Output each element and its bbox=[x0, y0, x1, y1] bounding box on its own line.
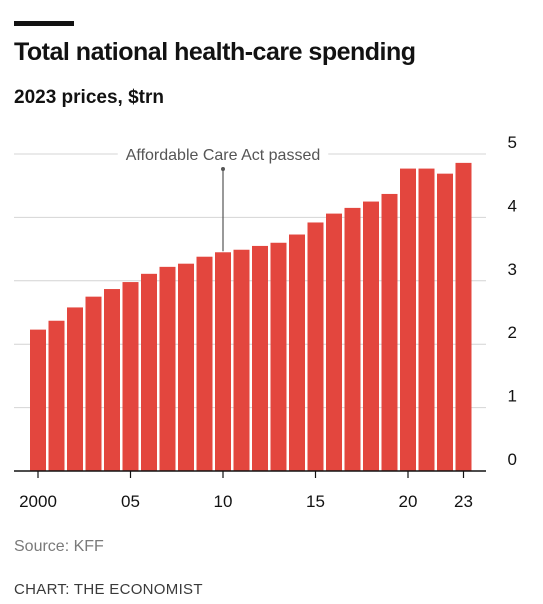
bar-2001 bbox=[48, 320, 65, 471]
x-tick-label: 05 bbox=[121, 492, 140, 511]
bar-2003 bbox=[85, 296, 102, 471]
bar-2006 bbox=[141, 273, 157, 471]
bar-2005 bbox=[122, 282, 139, 471]
bar-2002 bbox=[67, 307, 83, 471]
x-tick-label: 23 bbox=[454, 492, 473, 511]
bar-2018 bbox=[363, 201, 379, 472]
bar-2011 bbox=[233, 249, 250, 471]
top-rule bbox=[14, 21, 74, 26]
x-tick-label: 20 bbox=[399, 492, 418, 511]
bar-2023 bbox=[455, 162, 472, 471]
bar-2015 bbox=[307, 222, 324, 471]
bar-2020 bbox=[400, 168, 416, 471]
chart-credit: CHART: THE ECONOMIST bbox=[14, 581, 203, 598]
annotation-dot bbox=[221, 167, 225, 171]
source-note: Source: KFF bbox=[14, 538, 104, 555]
bar-2021 bbox=[418, 168, 435, 471]
annotation-mask bbox=[117, 152, 329, 156]
chart-title: Total national health-care spending bbox=[14, 38, 416, 66]
bar-2022 bbox=[437, 173, 453, 472]
bar-2012 bbox=[252, 245, 268, 471]
y-tick-label: 4 bbox=[508, 196, 517, 215]
x-tick-label: 10 bbox=[214, 492, 233, 511]
y-tick-label: 1 bbox=[508, 387, 517, 406]
bar-2009 bbox=[196, 256, 213, 471]
y-tick-label: 5 bbox=[508, 133, 517, 152]
bar-2014 bbox=[289, 234, 305, 471]
bar-2019 bbox=[381, 193, 398, 471]
chart-subtitle: 2023 prices, $trn bbox=[14, 87, 164, 108]
y-tick-label: 2 bbox=[508, 323, 517, 342]
y-tick-label: 0 bbox=[508, 450, 517, 469]
bar-2008 bbox=[178, 263, 194, 471]
bar-2017 bbox=[344, 207, 361, 471]
y-tick-label: 3 bbox=[508, 260, 517, 279]
annotation-label: Affordable Care Act passed bbox=[126, 147, 321, 164]
x-tick-label: 2000 bbox=[19, 492, 57, 511]
bar-2013 bbox=[270, 242, 287, 471]
bar-2004 bbox=[104, 289, 120, 471]
x-tick-label: 15 bbox=[306, 492, 325, 511]
bar-2016 bbox=[326, 213, 342, 471]
bar-2000 bbox=[30, 329, 46, 471]
bar-2007 bbox=[159, 266, 176, 471]
bar-2010 bbox=[215, 252, 231, 471]
